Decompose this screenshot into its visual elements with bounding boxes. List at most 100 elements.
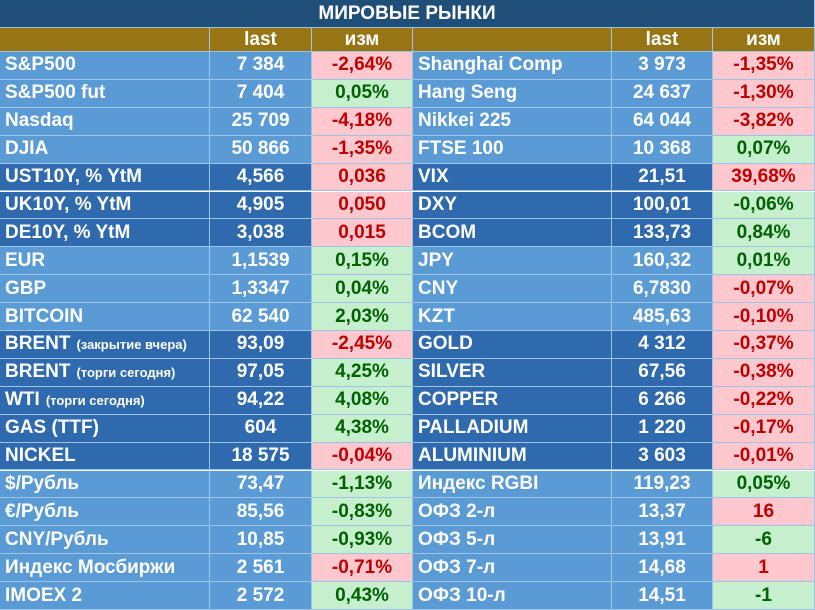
instrument-name: ОФЗ 5-л <box>413 526 612 555</box>
instrument-note: (закрытие вчера) <box>76 336 187 352</box>
last-value: 6,7830 <box>612 275 713 304</box>
instrument-name: €/Рубль <box>0 498 210 527</box>
instrument-name: BRENT (закрытие вчера) <box>0 331 210 359</box>
last-value: 97,05 <box>210 358 312 387</box>
last-value: 13,91 <box>612 526 713 555</box>
instrument-name: GAS (TTF) <box>0 414 210 443</box>
instrument-name: ОФЗ 2-л <box>413 498 612 527</box>
last-value: 100,01 <box>612 191 713 220</box>
instrument-name: WTI (торги сегодня) <box>0 386 210 415</box>
instrument-name: VIX <box>413 163 612 192</box>
instrument-name: S&P500 fut <box>0 79 210 108</box>
instrument-name: Hang Seng <box>413 79 612 108</box>
change-value: -2,45% <box>312 331 413 359</box>
last-value: 10 368 <box>612 135 713 164</box>
last-value: 3 973 <box>612 52 713 80</box>
change-value: 16 <box>713 498 815 527</box>
last-value: 50 866 <box>210 135 312 164</box>
change-value: -0,22% <box>713 386 815 415</box>
column-header: last <box>210 28 312 52</box>
last-value: 14,68 <box>612 554 713 583</box>
last-value: 4,905 <box>210 191 312 220</box>
change-value: -1,35% <box>312 135 413 164</box>
instrument-name: CNY <box>413 275 612 304</box>
change-value: 39,68% <box>713 163 815 192</box>
last-value: 18 575 <box>210 442 312 471</box>
last-value: 160,32 <box>612 247 713 276</box>
instrument-name: EUR <box>0 247 210 276</box>
change-value: 0,05% <box>713 470 815 499</box>
change-value: 4,38% <box>312 414 413 443</box>
instrument-name: UK10Y, % YtM <box>0 191 210 220</box>
column-header: изм <box>713 28 815 52</box>
instrument-name: ОФЗ 7-л <box>413 554 612 583</box>
instrument-name: BCOM <box>413 219 612 248</box>
change-value: -1 <box>713 582 815 610</box>
instrument-name: UST10Y, % YtM <box>0 163 210 192</box>
change-value: -3,82% <box>713 107 815 136</box>
last-value: 94,22 <box>210 386 312 415</box>
instrument-name: Индекс RGBI <box>413 470 612 499</box>
instrument-name: KZT <box>413 303 612 331</box>
last-value: 1,3347 <box>210 275 312 304</box>
last-value: 2 561 <box>210 554 312 583</box>
change-value: 0,01% <box>713 247 815 276</box>
last-value: 119,23 <box>612 470 713 499</box>
change-value: 0,07% <box>713 135 815 164</box>
instrument-name: FTSE 100 <box>413 135 612 164</box>
instrument-name: JPY <box>413 247 612 276</box>
change-value: 0,05% <box>312 79 413 108</box>
instrument-name: IMOEX 2 <box>0 582 210 610</box>
change-value: 1 <box>713 554 815 583</box>
last-value: 93,09 <box>210 331 312 359</box>
last-value: 6 266 <box>612 386 713 415</box>
header-blank <box>0 28 210 52</box>
instrument-name: GBP <box>0 275 210 304</box>
last-value: 3,038 <box>210 219 312 248</box>
instrument-name: SILVER <box>413 358 612 387</box>
change-value: -0,17% <box>713 414 815 443</box>
change-value: -4,18% <box>312 107 413 136</box>
last-value: 4,566 <box>210 163 312 192</box>
instrument-name: Индекс Мосбиржи <box>0 554 210 583</box>
change-value: -0,10% <box>713 303 815 331</box>
last-value: 24 637 <box>612 79 713 108</box>
change-value: -0,83% <box>312 498 413 527</box>
instrument-name: $/Рубль <box>0 470 210 499</box>
last-value: 604 <box>210 414 312 443</box>
last-value: 3 603 <box>612 442 713 471</box>
change-value: -0,04% <box>312 442 413 471</box>
last-value: 4 312 <box>612 331 713 359</box>
change-value: -0,06% <box>713 191 815 220</box>
instrument-name: PALLADIUM <box>413 414 612 443</box>
instrument-name: DE10Y, % YtM <box>0 219 210 248</box>
last-value: 485,63 <box>612 303 713 331</box>
change-value: 2,03% <box>312 303 413 331</box>
change-value: 0,015 <box>312 219 413 248</box>
change-value: 0,036 <box>312 163 413 192</box>
last-value: 25 709 <box>210 107 312 136</box>
last-value: 21,51 <box>612 163 713 192</box>
change-value: -1,35% <box>713 52 815 80</box>
change-value: 0,04% <box>312 275 413 304</box>
instrument-name: GOLD <box>413 331 612 359</box>
instrument-name: COPPER <box>413 386 612 415</box>
header-blank <box>413 28 612 52</box>
last-value: 133,73 <box>612 219 713 248</box>
instrument-name: S&P500 <box>0 52 210 80</box>
last-value: 1,1539 <box>210 247 312 276</box>
instrument-name: ALUMINIUM <box>413 442 612 471</box>
last-value: 2 572 <box>210 582 312 610</box>
instrument-name: NICKEL <box>0 442 210 471</box>
change-value: -0,01% <box>713 442 815 471</box>
change-value: -0,37% <box>713 331 815 359</box>
change-value: 0,050 <box>312 191 413 220</box>
last-value: 10,85 <box>210 526 312 555</box>
change-value: 4,25% <box>312 358 413 387</box>
change-value: 4,08% <box>312 386 413 415</box>
change-value: -0,93% <box>312 526 413 555</box>
instrument-name: Nasdaq <box>0 107 210 136</box>
change-value: -1,30% <box>713 79 815 108</box>
change-value: -6 <box>713 526 815 555</box>
